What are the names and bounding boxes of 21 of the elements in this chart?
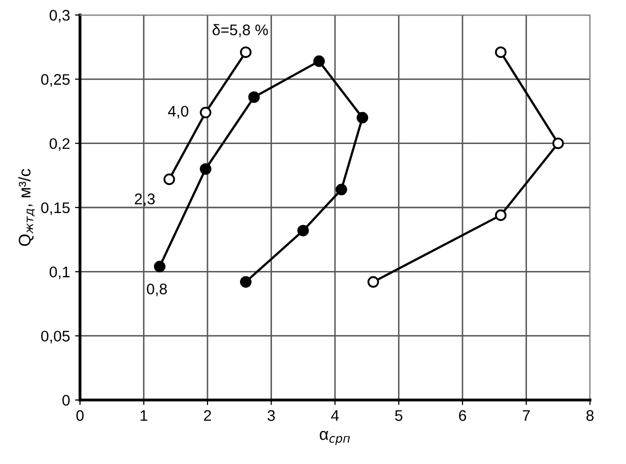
y-tick-label: 0,1	[50, 266, 70, 280]
y-tick-label: 0,25	[41, 74, 70, 87]
annotation: 0,8	[146, 284, 167, 296]
x-tick-label: 1	[140, 410, 148, 421]
x-tick-label: 3	[268, 410, 275, 421]
x-tick-label: 6	[459, 410, 466, 421]
x-tick-label: 7	[522, 410, 530, 421]
y-tick-label: 0,15	[41, 202, 70, 215]
x-tick-label: 0	[76, 410, 84, 421]
y-tick-label: 0,05	[41, 330, 70, 344]
y-tick-label: 0,3	[50, 10, 70, 22]
x-axis-title: α$_{срп}$	[320, 430, 350, 446]
x-tick-label: 5	[395, 410, 402, 421]
y-tick-label: 0,2	[50, 138, 70, 151]
x-tick-label: 2	[204, 410, 211, 421]
y-tick-label: 0	[62, 394, 70, 406]
x-tick-label: 4	[331, 410, 339, 421]
annotation: 4,0	[168, 106, 188, 118]
x-tick-label: 8	[586, 410, 594, 421]
annotation: δ=5,8 %	[212, 24, 268, 38]
y-axis-title: Q$_{жтд}$, м³/с	[18, 168, 35, 246]
